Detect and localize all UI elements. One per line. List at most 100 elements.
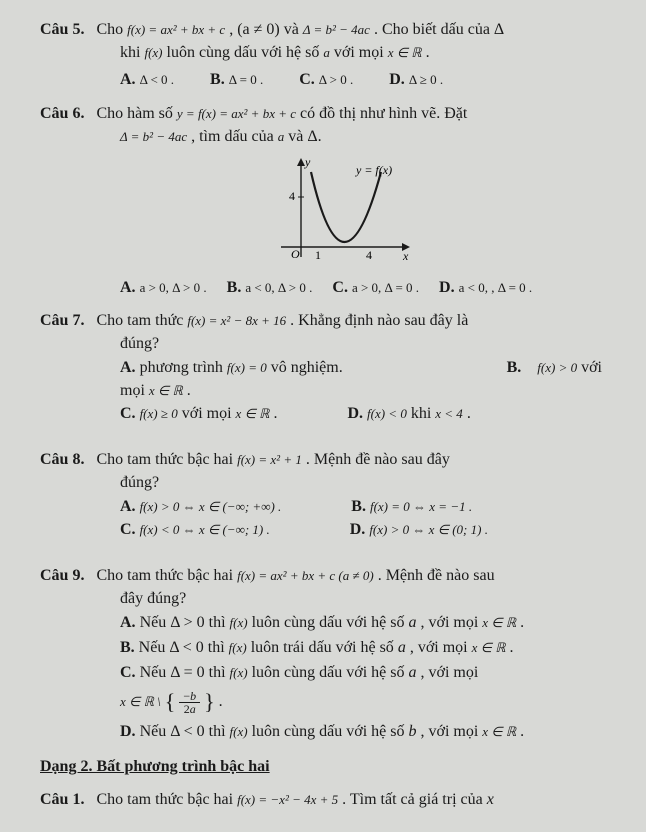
q7-row1b: mọi x ∈ ℝ . — [40, 379, 622, 402]
q5-D-text: Δ ≥ 0 . — [409, 72, 443, 87]
q5-l2g: . — [426, 44, 430, 61]
question-9: Câu 9. Cho tam thức bậc hai f(x) = ax² +… — [40, 564, 622, 743]
q9-A4: a — [408, 614, 416, 631]
q7-D1: f(x) < 0 — [367, 406, 407, 421]
question-1-d2: Câu 1. Cho tam thức bậc hai f(x) = −x² −… — [40, 788, 622, 811]
q9-D7: . — [520, 723, 524, 740]
q7-A3: vô nghiệm. — [271, 359, 343, 376]
q8-D: f(x) > 0 ⇔ x ∈ (0; 1) . — [369, 522, 488, 537]
q7-D4: . — [467, 405, 471, 422]
q5-delta: Δ = b² − 4ac — [303, 22, 370, 37]
q9-D3: luôn cùng dấu với hệ số — [252, 723, 409, 740]
q5-f: f(x) = ax² + bx + c — [127, 22, 225, 37]
q1b-text2: . Tìm tất cả giá trị của — [342, 791, 487, 808]
q9-A6: x ∈ ℝ — [482, 615, 516, 630]
q9-C5: , với mọi — [420, 664, 478, 681]
question-8: Câu 8. Cho tam thức bậc hai f(x) = x² + … — [40, 448, 622, 541]
q7-Brow2c: . — [187, 382, 191, 399]
q9-D6: x ∈ ℝ — [482, 724, 516, 739]
q7-text2: . Khẳng định nào sau đây là — [290, 312, 468, 329]
q8-A: f(x) > 0 ⇔ x ∈ (−∞; +∞) . — [140, 499, 282, 514]
q6-D-text: a < 0, , Δ = 0 . — [459, 280, 533, 295]
q6-label: Câu 6. — [40, 105, 84, 122]
q9-opt-C-expr: x ∈ ℝ \ { −b 2a } . — [40, 686, 622, 718]
q5-opt-A: A. Δ < 0 . — [120, 68, 174, 91]
q8-text2: . Mệnh đề nào sau đây — [306, 451, 450, 468]
q7-D3: x < 4 — [435, 406, 463, 421]
question-7: Câu 7. Cho tam thức f(x) = x² − 8x + 16 … — [40, 309, 622, 425]
q5-opt-D: D. Δ ≥ 0 . — [389, 68, 443, 91]
q9-opt-C: C. Nếu Δ = 0 thì f(x) luôn cùng dấu với … — [40, 661, 622, 684]
q9-B5: , với mọi — [410, 639, 472, 656]
q7-f: f(x) = x² − 8x + 16 — [187, 313, 286, 328]
q9-B7: . — [510, 639, 514, 656]
q5-choices: A. Δ < 0 . B. Δ = 0 . C. Δ > 0 . D. Δ ≥ … — [40, 68, 622, 91]
graph-curve-label: y = f(x) — [355, 163, 392, 177]
q7-opt-D: D. f(x) < 0 khi x < 4 . — [347, 402, 470, 425]
q7-row1: A. phương trình f(x) = 0 vô nghiệm. B. f… — [40, 356, 622, 379]
q5-l2f: x ∈ ℝ — [388, 45, 422, 60]
q8-label: Câu 8. — [40, 451, 84, 468]
q5-A-text: Δ < 0 . — [140, 72, 174, 87]
q9-B2: f(x) — [229, 640, 247, 655]
q7-opt-A: A. phương trình f(x) = 0 vô nghiệm. — [120, 356, 343, 379]
q8-opt-D: D. f(x) > 0 ⇔ x ∈ (0; 1) . — [350, 518, 488, 541]
q9-C1: Nếu Δ = 0 thì — [140, 664, 230, 681]
q9-B4: a — [398, 639, 406, 656]
graph-y-intercept: 4 — [289, 189, 295, 203]
q6-text2: có đồ thị như hình vẽ. Đặt — [300, 105, 467, 122]
q7-A2: f(x) = 0 — [227, 360, 267, 375]
q7-C4: . — [273, 405, 277, 422]
question-6: Câu 6. Cho hàm số y = f(x) = ax² + bx + … — [40, 102, 622, 300]
q7-opt-C: C. f(x) ≥ 0 với mọi x ∈ ℝ . — [120, 402, 277, 425]
q9-A1: Nếu Δ > 0 thì — [140, 614, 230, 631]
q7-opt-B: B. f(x) > 0 với — [507, 356, 602, 379]
q6-opt-D: D. a < 0, , Δ = 0 . — [439, 276, 532, 299]
q8-B: f(x) = 0 ⇔ x = −1 . — [370, 499, 472, 514]
q6-C-text: a > 0, Δ = 0 . — [352, 280, 419, 295]
q8-opt-A: A. f(x) > 0 ⇔ x ∈ (−∞; +∞) . — [120, 495, 281, 518]
q9-C4: a — [408, 664, 416, 681]
q8-opt-B: B. f(x) = 0 ⇔ x = −1 . — [351, 495, 472, 518]
section-dang-2: Dạng 2. Bất phương trình bậc hai — [40, 751, 622, 782]
q9-label: Câu 9. — [40, 567, 84, 584]
graph-x-axis-label: x — [402, 249, 409, 263]
q9-D4: b — [408, 723, 416, 740]
q5-opt-C: C. Δ > 0 . — [299, 68, 353, 91]
q7-D2: khi — [411, 405, 435, 422]
q6-opt-C: C. a > 0, Δ = 0 . — [332, 276, 419, 299]
q9-B1: Nếu Δ < 0 thì — [139, 639, 229, 656]
q5-l2d: a — [323, 45, 330, 60]
q9-text1: Cho tam thức bậc hai — [96, 567, 237, 584]
graph-y-axis-label: y — [304, 155, 311, 169]
q9-opt-D: D. Nếu Δ < 0 thì f(x) luôn cùng dấu với … — [40, 720, 622, 743]
q9-frac-bot: 2a — [180, 703, 200, 715]
q6-l2d: và Δ. — [288, 128, 321, 145]
q6-B-text: a < 0, Δ > 0 . — [245, 280, 312, 295]
q6-f: y = f(x) = ax² + bx + c — [177, 106, 296, 121]
q9-Cdot: . — [219, 690, 223, 713]
q7-B2: với — [581, 359, 602, 376]
q5-l2e: với mọi — [334, 44, 388, 61]
q8-C: f(x) < 0 ⇔ x ∈ (−∞; 1) . — [140, 522, 270, 537]
q5-label: Câu 5. — [40, 21, 84, 38]
q6-choices: A. a > 0, Δ > 0 . B. a < 0, Δ > 0 . C. a… — [40, 276, 622, 299]
q5-cond: , (a ≠ 0) và — [229, 21, 303, 38]
q5-opt-B: B. Δ = 0 . — [210, 68, 263, 91]
q7-text1: Cho tam thức — [96, 312, 187, 329]
q5-l2a: khi — [120, 44, 144, 61]
q9-opt-B: B. Nếu Δ < 0 thì f(x) luôn trái dấu với … — [40, 636, 622, 659]
q9-D5: , với mọi — [420, 723, 482, 740]
q8-dung: đúng? — [40, 471, 622, 494]
q9-C3: luôn cùng dấu với hệ số — [252, 664, 409, 681]
q6-line2: Δ = b² − 4ac , tìm dấu của a và Δ. — [40, 125, 622, 148]
q5-C-text: Δ > 0 . — [319, 72, 353, 87]
q9-A5: , với mọi — [420, 614, 482, 631]
q9-C2: f(x) — [230, 665, 248, 680]
q5-text2: . Cho biết dấu của Δ — [374, 21, 504, 38]
q9-text2: . Mệnh đề nào sau — [378, 567, 495, 584]
q9-B3: luôn trái dấu với hệ số — [251, 639, 398, 656]
q6-l2a: Δ = b² − 4ac — [120, 129, 187, 144]
page: Câu 5. Cho f(x) = ax² + bx + c , (a ≠ 0)… — [0, 0, 646, 832]
q9-A3: luôn cùng dấu với hệ số — [252, 614, 409, 631]
